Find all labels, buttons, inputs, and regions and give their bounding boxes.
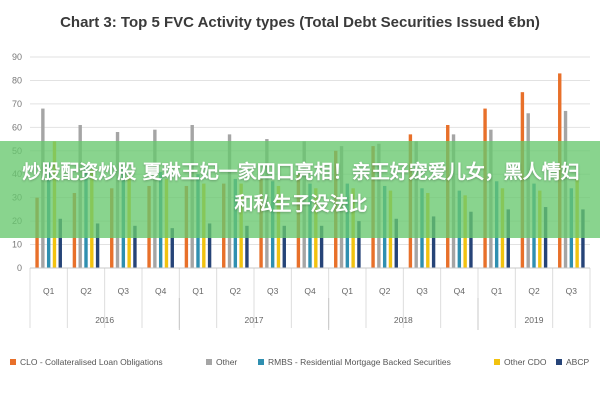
legend-swatch [258,358,264,365]
x-group-label: 2019 [525,315,544,325]
x-tick-label: Q4 [454,286,466,296]
bar [170,228,174,268]
legend-swatch [10,358,16,365]
x-tick-label: Q4 [304,286,316,296]
x-tick-label: Q1 [491,286,503,296]
y-tick-label: 0 [17,263,22,273]
y-tick-label: 70 [12,99,22,109]
legend-label: RMBS - Residential Mortgage Backed Secur… [268,356,451,367]
y-tick-label: 80 [12,75,22,85]
y-tick-label: 10 [12,240,22,250]
x-tick-label: Q3 [566,286,578,296]
x-tick-label: Q2 [230,286,242,296]
bar [58,218,62,268]
x-tick-label: Q3 [118,286,130,296]
x-tick-label: Q2 [379,286,391,296]
x-tick-label: Q4 [155,286,167,296]
bar [319,225,324,268]
bar [431,216,436,268]
x-tick-label: Q1 [192,286,204,296]
x-tick-label: Q1 [342,286,354,296]
legend-label: Other [216,356,238,367]
chart-legend: CLO - Collateralised Loan Obligations Oth… [10,356,595,370]
legend-swatch [494,358,500,365]
bar [394,218,398,268]
x-group-label: 2016 [95,315,114,325]
x-tick-label: Q3 [416,286,428,296]
bar [581,209,585,268]
x-group-label: 2018 [394,315,413,325]
bar [133,225,137,268]
legend-item: Other CDO [494,356,547,367]
x-tick-label: Q2 [528,286,540,296]
legend-label: CLO - Collateralised Loan Obligations [20,356,163,367]
overlay-headline: 炒股配资炒股 夏琳王妃一家四口亮相！亲王好宠爱儿女，黑人情妇和私生子没法比 [22,161,580,215]
legend-swatch [206,358,212,365]
bar [95,223,100,268]
overlay-banner [0,141,600,238]
y-tick-label: 60 [12,122,22,132]
bar [245,225,249,268]
legend-label: Other CDO [504,356,547,367]
legend-item: CLO - Collateralised Loan Obligations [10,356,163,367]
bar [469,211,473,268]
x-tick-label: Q2 [80,286,92,296]
y-tick-label: 90 [12,52,22,62]
bar [357,221,361,268]
x-group-label: 2017 [245,315,264,325]
legend-item: RMBS - Residential Mortgage Backed Secur… [258,356,451,367]
chart-title: Chart 3: Top 5 FVC Activity types (Total… [60,14,540,31]
x-tick-label: Q1 [43,286,55,296]
bar [506,209,510,268]
legend-item: ABCP [556,356,589,367]
legend-swatch [556,358,562,365]
bar [282,225,286,268]
legend-item: Other [206,356,237,367]
legend-label: ABCP [566,356,590,367]
x-tick-label: Q3 [267,286,279,296]
bar [207,223,212,268]
